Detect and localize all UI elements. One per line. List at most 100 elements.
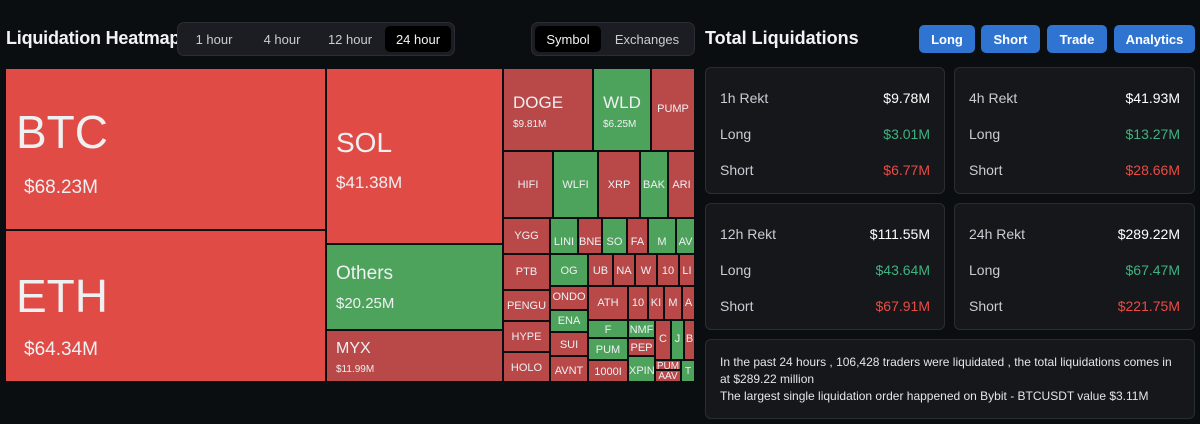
- heatmap-tile[interactable]: HOLO: [503, 352, 550, 382]
- heatmap-tile[interactable]: WLD $6.25M: [593, 68, 651, 151]
- short-value: $28.66M: [1125, 162, 1180, 178]
- trade-button[interactable]: Trade: [1047, 25, 1107, 53]
- heatmap-tile[interactable]: NA: [613, 254, 635, 286]
- heatmap-tile[interactable]: BTC $68.23M: [5, 68, 326, 230]
- tile-symbol: AV: [678, 236, 693, 248]
- heatmap-tile[interactable]: BNE: [578, 218, 602, 254]
- heatmap-tile[interactable]: T: [681, 360, 695, 382]
- heatmap-tile[interactable]: C: [655, 320, 671, 360]
- tile-symbol: DOGE: [513, 93, 564, 112]
- heatmap-tile[interactable]: YGG: [503, 218, 550, 254]
- card-total: $289.22M: [1117, 226, 1180, 242]
- tile-symbol: SUI: [559, 339, 579, 351]
- heatmap-tile[interactable]: KI: [648, 286, 664, 320]
- analytics-button[interactable]: Analytics: [1114, 25, 1195, 53]
- heatmap-tile[interactable]: MYX $11.99M: [326, 330, 503, 382]
- heatmap-tile[interactable]: ETH $64.34M: [5, 230, 326, 382]
- timeframe-1h[interactable]: 1 hour: [195, 31, 233, 47]
- timeframe-12h[interactable]: 12 hour: [327, 31, 373, 47]
- tile-symbol: ONDO: [552, 291, 586, 303]
- total-liquidations-title: Total Liquidations: [705, 28, 859, 48]
- view-symbol[interactable]: Symbol: [535, 26, 601, 52]
- card-total: $9.78M: [883, 90, 930, 106]
- heatmap-tile[interactable]: PENGU: [503, 290, 550, 321]
- heatmap-tile[interactable]: XPIN: [628, 356, 655, 382]
- heatmap-tile[interactable]: ATH: [588, 286, 628, 320]
- tile-symbol: HOLO: [510, 362, 543, 374]
- card-total: $41.93M: [1125, 90, 1180, 106]
- heatmap-tile[interactable]: 10: [628, 286, 648, 320]
- heatmap-tile[interactable]: PUM: [588, 338, 628, 360]
- long-value: $13.27M: [1125, 126, 1180, 142]
- heatmap-tile[interactable]: UB: [588, 254, 613, 286]
- timeframe-24h[interactable]: 24 hour: [385, 26, 451, 52]
- tile-symbol: BNE: [579, 236, 602, 248]
- heatmap-tile[interactable]: SUI: [550, 332, 588, 356]
- heatmap-tile[interactable]: OG: [550, 254, 588, 286]
- tile-symbol: M: [668, 297, 678, 309]
- tile-value: $64.34M: [24, 339, 98, 360]
- tile-symbol: SO: [606, 236, 623, 248]
- heatmap-tile[interactable]: PEP: [628, 338, 655, 356]
- heatmap-tile[interactable]: PUM: [655, 360, 681, 370]
- tile-symbol: UB: [592, 265, 609, 277]
- heatmap-tile[interactable]: AV: [676, 218, 695, 254]
- heatmap-tile[interactable]: 10: [657, 254, 679, 286]
- tile-symbol: B: [685, 333, 694, 345]
- heatmap-tile[interactable]: BAK: [640, 151, 668, 218]
- heatmap-tile[interactable]: XRP: [598, 151, 640, 218]
- liquidation-summary: In the past 24 hours , 106,428 traders w…: [705, 339, 1195, 419]
- heatmap-tile[interactable]: LI: [679, 254, 695, 286]
- heatmap-tile[interactable]: 1000I: [588, 360, 628, 382]
- heatmap-tile[interactable]: A: [682, 286, 695, 320]
- heatmap-tile[interactable]: FA: [627, 218, 648, 254]
- heatmap-tile[interactable]: ARI: [668, 151, 695, 218]
- heatmap-tile[interactable]: HYPE: [503, 321, 550, 352]
- heatmap-tile[interactable]: LINI: [550, 218, 578, 254]
- tile-symbol: W: [640, 265, 652, 277]
- tile-symbol: PEP: [630, 342, 653, 354]
- long-button[interactable]: Long: [919, 25, 975, 53]
- heatmap-tile[interactable]: AAV: [655, 370, 681, 382]
- heatmap-tile[interactable]: F: [588, 320, 628, 338]
- tile-symbol: KI: [650, 297, 662, 309]
- heatmap-tile[interactable]: PTB: [503, 254, 550, 290]
- card-total: $111.55M: [869, 226, 930, 242]
- timeframe-4h[interactable]: 4 hour: [263, 31, 301, 47]
- heatmap-tile[interactable]: M: [664, 286, 682, 320]
- short-label: Short: [720, 298, 754, 314]
- tile-value: $6.25M: [603, 119, 637, 130]
- heatmap-tile[interactable]: ENA: [550, 310, 588, 332]
- tile-symbol: J: [674, 333, 681, 345]
- tile-symbol: T: [684, 366, 692, 377]
- heatmap-tile[interactable]: Others $20.25M: [326, 244, 503, 330]
- card-1h: 1h Rekt $9.78M Long $3.01M Short $6.77M: [705, 67, 945, 194]
- heatmap-tile[interactable]: J: [671, 320, 684, 360]
- short-label: Short: [969, 162, 1003, 178]
- long-label: Long: [969, 126, 1001, 142]
- short-value: $6.77M: [883, 162, 930, 178]
- tile-symbol: MYX: [336, 340, 371, 357]
- tile-symbol: C: [659, 333, 667, 345]
- heatmap-tile[interactable]: SOL $41.38M: [326, 68, 503, 244]
- heatmap-tile[interactable]: ONDO: [550, 286, 588, 310]
- heatmap-tile[interactable]: AVNT: [550, 356, 588, 382]
- heatmap-tile[interactable]: M: [648, 218, 676, 254]
- tile-symbol: 10: [661, 265, 675, 277]
- tile-symbol: PENGU: [506, 300, 547, 312]
- short-label: Short: [969, 298, 1003, 314]
- heatmap-tile[interactable]: PUMP: [651, 68, 695, 151]
- short-button[interactable]: Short: [981, 25, 1040, 53]
- heatmap-tile[interactable]: B: [684, 320, 695, 360]
- long-value: $67.47M: [1125, 262, 1180, 278]
- heatmap-tile[interactable]: SO: [602, 218, 627, 254]
- heatmap-tile[interactable]: HIFI: [503, 151, 553, 218]
- tile-symbol: BTC: [16, 106, 108, 158]
- heatmap-tile[interactable]: WLFI: [553, 151, 598, 218]
- heatmap-title: Liquidation Heatmap: [6, 28, 181, 48]
- heatmap-tile[interactable]: W: [635, 254, 657, 286]
- heatmap-tile[interactable]: DOGE $9.81M: [503, 68, 593, 151]
- view-exchanges[interactable]: Exchanges: [614, 31, 680, 47]
- heatmap-tile[interactable]: NMF: [628, 320, 655, 338]
- tile-value: $68.23M: [24, 177, 98, 198]
